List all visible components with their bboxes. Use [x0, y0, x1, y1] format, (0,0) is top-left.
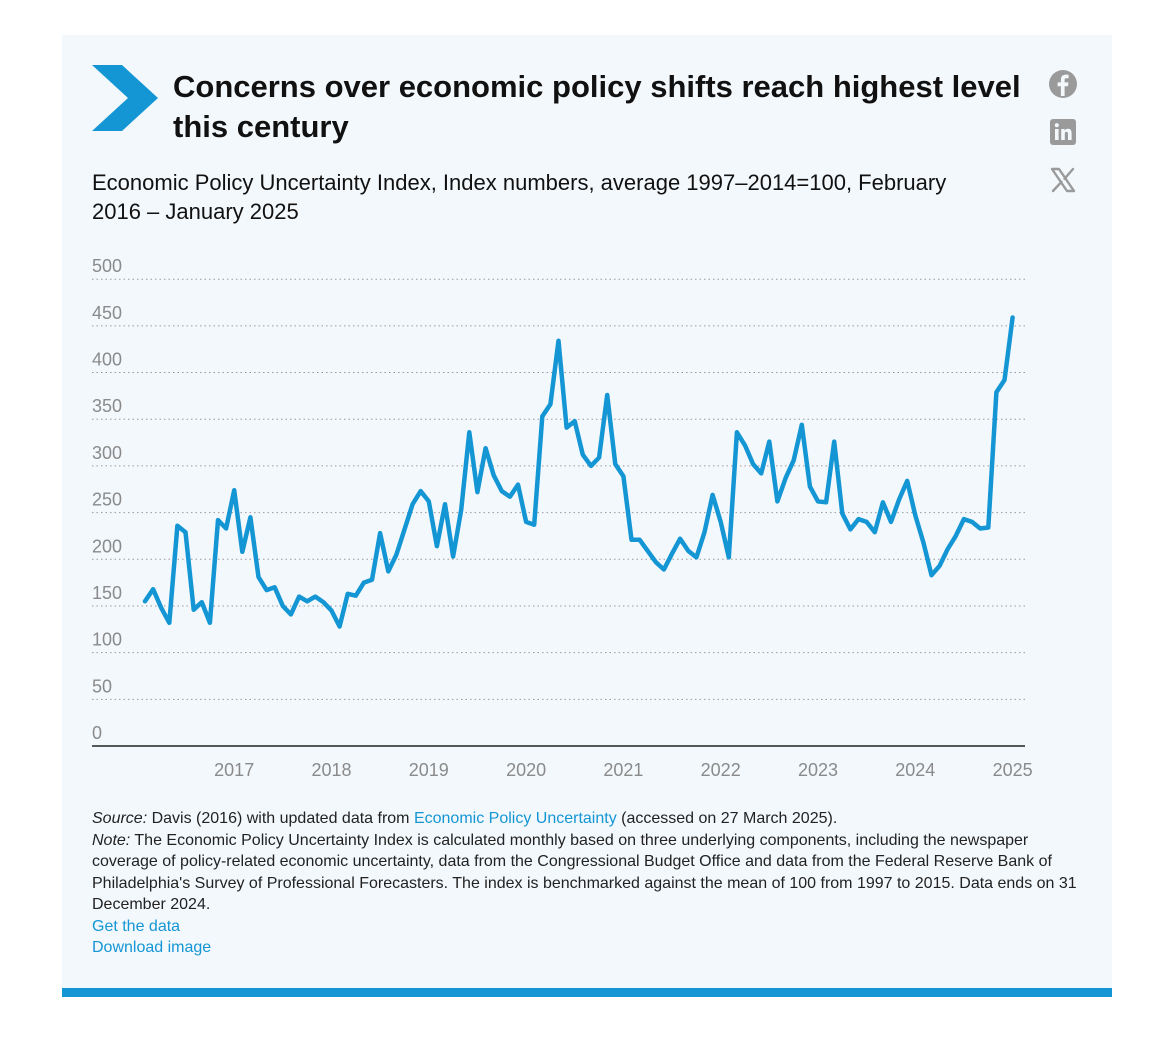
bottom-accent-bar [62, 988, 1112, 997]
y-tick-label: 350 [92, 396, 122, 416]
source-text: Davis (2016) with updated data from [147, 810, 414, 827]
facebook-share-button[interactable] [1048, 69, 1078, 104]
note-line: Note: The Economic Policy Uncertainty In… [92, 830, 1092, 916]
y-tick-label: 400 [92, 350, 122, 370]
y-tick-label: 250 [92, 490, 122, 510]
x-icon [1050, 167, 1076, 193]
x-tick-label: 2024 [895, 760, 935, 780]
chart-card: Concerns over economic policy shifts rea… [62, 35, 1112, 990]
facebook-icon [1049, 70, 1077, 98]
y-tick-label: 150 [92, 583, 122, 603]
y-tick-label: 100 [92, 630, 122, 650]
source-line: Source: Davis (2016) with updated data f… [92, 808, 1092, 830]
y-tick-label: 0 [92, 723, 102, 743]
x-tick-label: 2022 [701, 760, 741, 780]
chart-notes: Source: Davis (2016) with updated data f… [92, 808, 1092, 959]
chevron-logo-icon [92, 65, 158, 131]
series-line [142, 315, 1015, 629]
x-tick-label: 2018 [311, 760, 351, 780]
line-chart: 0 50 100 150 200 250 300 350 400 450 500 2017 2018 20… [92, 256, 1033, 780]
linkedin-icon [1050, 119, 1076, 145]
chart-title: Concerns over economic policy shifts rea… [173, 69, 1021, 144]
source-link[interactable]: Economic Policy Uncertainty [413, 810, 617, 827]
x-tick-label: 2017 [214, 760, 254, 780]
y-tick-label: 450 [92, 303, 122, 323]
x-tick-label: 2020 [506, 760, 546, 780]
y-tick-label: 500 [92, 256, 122, 276]
x-share-button[interactable] [1048, 165, 1078, 200]
chart-subtitle: Economic Policy Uncertainty Index, Index… [92, 170, 947, 224]
x-tick-label: 2019 [409, 760, 449, 780]
source-label: Source: [92, 810, 148, 827]
get-data-link[interactable]: Get the data [92, 917, 181, 935]
source-accessed: (accessed on 27 March 2025). [616, 810, 838, 827]
y-tick-label: 300 [92, 443, 122, 463]
y-tick-label: 50 [92, 676, 112, 696]
download-image-link[interactable]: Download image [92, 939, 212, 956]
note-text: The Economic Policy Uncertainty Index is… [92, 831, 1077, 914]
x-tick-label: 2025 [993, 760, 1033, 780]
note-label: Note: [92, 831, 131, 849]
x-tick-label: 2023 [798, 760, 838, 780]
linkedin-share-button[interactable] [1048, 117, 1078, 152]
y-tick-label: 200 [92, 536, 122, 556]
x-tick-label: 2021 [603, 760, 643, 780]
